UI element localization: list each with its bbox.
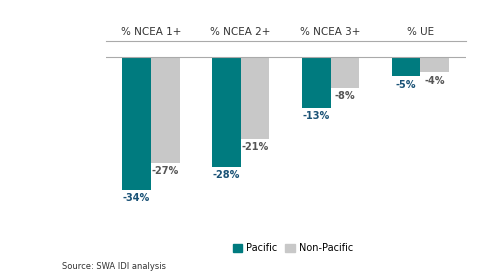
Bar xyxy=(302,57,331,108)
Bar xyxy=(420,57,449,73)
Bar xyxy=(240,57,269,139)
Text: -27%: -27% xyxy=(152,166,179,176)
Text: -8%: -8% xyxy=(335,91,355,101)
Text: Source: SWA IDI analysis: Source: SWA IDI analysis xyxy=(62,262,167,271)
Text: -34%: -34% xyxy=(123,193,150,203)
Bar xyxy=(151,57,180,163)
Legend: Pacific, Non-Pacific: Pacific, Non-Pacific xyxy=(228,239,357,257)
Bar xyxy=(392,57,420,76)
Bar xyxy=(331,57,360,88)
Text: -21%: -21% xyxy=(241,142,269,152)
Text: -5%: -5% xyxy=(396,79,416,90)
Bar xyxy=(122,57,151,190)
Text: -13%: -13% xyxy=(302,111,330,121)
Text: -28%: -28% xyxy=(213,170,240,180)
Text: -4%: -4% xyxy=(425,76,445,85)
Bar xyxy=(212,57,240,167)
